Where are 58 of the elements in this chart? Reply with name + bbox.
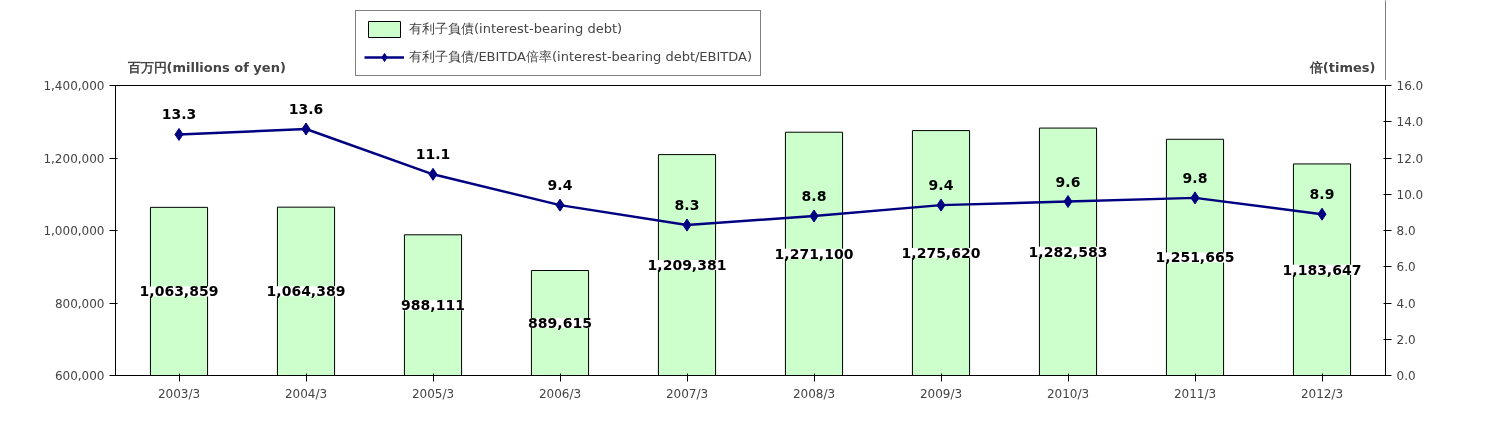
x-tick-label: 2009/3 <box>919 386 963 401</box>
point <box>682 218 692 232</box>
y-axis-title: 百万円(millions of yen) <box>126 59 286 75</box>
point <box>428 167 438 181</box>
data-label: 11.1 <box>415 146 451 163</box>
point <box>555 198 565 212</box>
point <box>301 122 311 136</box>
y-tick-label: 1,400,000 <box>43 79 105 93</box>
point <box>174 127 184 141</box>
data-label: 9.4 <box>928 177 954 194</box>
data-label: 8.3 <box>674 197 700 214</box>
data-label: 1,209,381 <box>647 257 727 274</box>
x-tick-label: 2006/3 <box>538 386 582 401</box>
point <box>936 198 946 212</box>
data-label: 9.6 <box>1055 173 1081 190</box>
y2-tick-label: 2.0 <box>1396 332 1416 347</box>
y-tick-label: 1,000,000 <box>43 224 105 238</box>
data-label: 9.4 <box>547 177 573 194</box>
data-label: 889,615 <box>528 315 592 332</box>
x-tick-label: 2011/3 <box>1173 386 1217 401</box>
x-tick-label: 2012/3 <box>1300 386 1344 401</box>
y2-tick-label: 0.0 <box>1396 369 1416 383</box>
data-label: 9.8 <box>1182 169 1208 186</box>
data-label: 988,111 <box>401 297 465 314</box>
point <box>809 209 819 223</box>
data-label: 1,251,665 <box>1155 249 1235 266</box>
y2-tick-label: 14.0 <box>1396 115 1424 130</box>
point <box>1190 191 1200 205</box>
y-tick-label: 600,000 <box>54 369 105 383</box>
point <box>1317 207 1327 221</box>
legend-label: 有利子負債(interest-bearing debt) <box>409 20 623 38</box>
x-tick-label: 2005/3 <box>411 386 455 401</box>
legend-label: 有利子負債/EBITDA倍率(interest-bearing debt/EBITDA) <box>409 48 753 66</box>
y2-tick-label: 6.0 <box>1396 260 1416 275</box>
y2-axis-title: 倍(times) <box>1308 59 1376 75</box>
y2-tick-label: 10.0 <box>1396 187 1424 202</box>
data-label: 8.8 <box>801 188 827 204</box>
x-tick-label: 2010/3 <box>1046 386 1090 401</box>
data-label: 1,063,859 <box>139 283 219 300</box>
data-label: 8.9 <box>1309 186 1335 203</box>
data-label: 1,282,583 <box>1028 243 1108 260</box>
y-tick-label: 1,200,000 <box>43 151 105 166</box>
point <box>1063 195 1073 208</box>
x-tick-label: 2008/3 <box>792 386 836 401</box>
y2-tick-label: 4.0 <box>1396 296 1416 311</box>
data-label: 1,271,100 <box>774 245 854 262</box>
y-tick-label: 800,000 <box>54 296 105 311</box>
data-label: 1,183,647 <box>1282 261 1362 278</box>
data-label: 1,275,620 <box>901 245 981 262</box>
y2-tick-label: 12.0 <box>1396 151 1424 166</box>
y2-tick-label: 8.0 <box>1396 224 1416 238</box>
x-tick-label: 2003/3 <box>157 386 201 401</box>
y2-tick-label: 16.0 <box>1396 79 1424 93</box>
data-label: 13.6 <box>288 101 324 117</box>
x-tick-label: 2004/3 <box>284 386 328 401</box>
x-tick-label: 2007/3 <box>665 386 709 401</box>
data-label: 1,064,389 <box>266 283 346 300</box>
data-label: 13.3 <box>161 106 197 123</box>
